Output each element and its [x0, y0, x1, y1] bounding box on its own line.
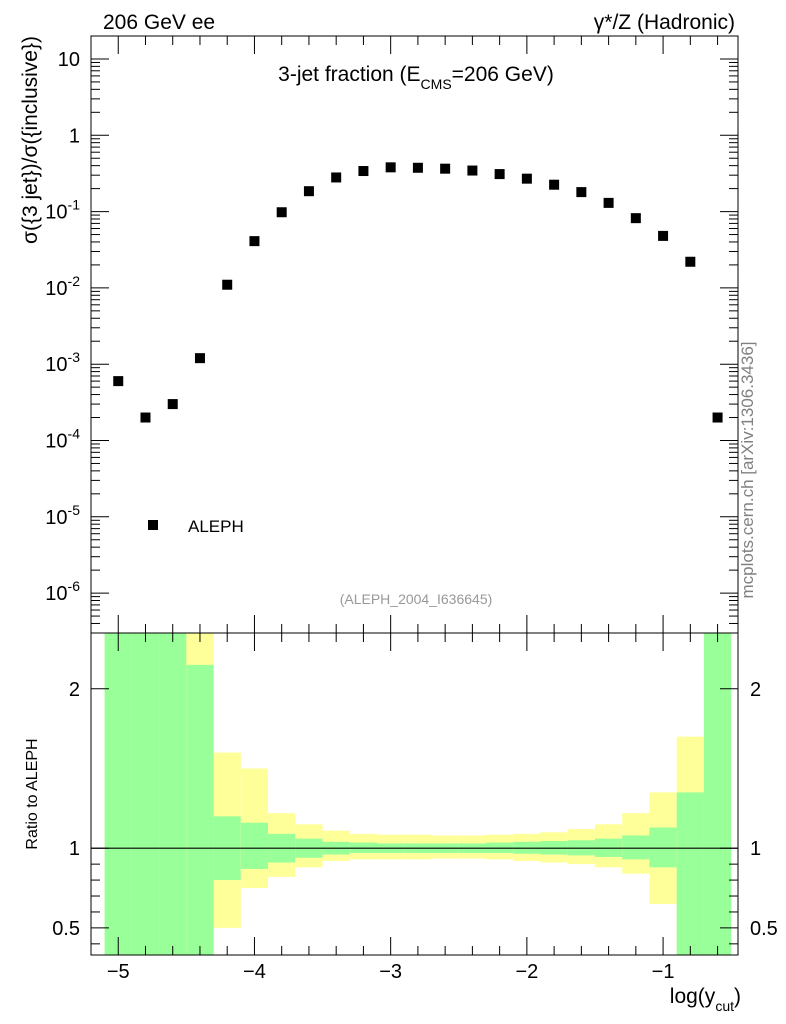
- x-tick-label: −4: [243, 961, 266, 983]
- data-point-aleph: [276, 207, 287, 218]
- x-axis-label: log(ycut): [670, 985, 741, 1014]
- tick-base: 10: [45, 202, 67, 224]
- x-tick-label: −3: [379, 961, 402, 983]
- data-point-aleph: [576, 187, 587, 198]
- ratio-inner-band: [159, 633, 187, 955]
- main-data-markers: [113, 162, 723, 423]
- header-left-label: 206 GeV ee: [103, 11, 215, 34]
- ratio-inner-band: [186, 664, 214, 955]
- data-point-aleph: [194, 353, 205, 364]
- ratio-y-tick-label-right: 0.5: [750, 918, 778, 940]
- main-panel-title: 3-jet fraction (ECMS=206 GeV): [278, 63, 554, 92]
- ratio-y-axis-label: Ratio to ALEPH: [24, 738, 41, 849]
- tick-exponent: -1: [68, 197, 81, 213]
- ratio-panel: 0.5 0.5 1 1 2 2 −5 −4 −3 −2 −1 Ratio to ALEPH log…: [24, 632, 778, 1014]
- legend: ALEPH: [148, 517, 244, 536]
- x-axis-label-main: log(y: [670, 985, 716, 1008]
- main-y-tick-label: 10-3: [45, 349, 80, 376]
- ratio-inner-band: [104, 633, 132, 955]
- side-watermark-label: mcplots.cern.ch [arXiv:1306.3436]: [738, 341, 757, 599]
- data-point-aleph: [467, 165, 478, 176]
- ratio-y-tick-label-left: 2: [69, 679, 80, 701]
- data-point-aleph: [440, 163, 451, 174]
- title-subscript: CMS: [421, 76, 452, 92]
- legend-marker: [148, 520, 158, 530]
- tick-base: 10: [45, 430, 67, 452]
- main-y-tick-label: 10-4: [45, 425, 80, 452]
- ratio-inner-band: [676, 792, 704, 955]
- tick-exponent: -4: [68, 425, 81, 441]
- header-right-label: γ*/Z (Hadronic): [594, 11, 735, 34]
- tick-exponent: -6: [68, 578, 81, 594]
- ratio-axis-ticks: [90, 633, 738, 955]
- main-y-tick-label: 1: [69, 125, 80, 147]
- tick-base: 10: [45, 354, 67, 376]
- x-tick-label: −2: [515, 961, 538, 983]
- tick-base: 10: [45, 583, 67, 605]
- ratio-y-tick-labels: 0.5 0.5 1 1 2 2: [52, 679, 778, 940]
- data-point-aleph: [140, 412, 151, 423]
- data-point-aleph: [685, 256, 696, 267]
- tick-exponent: -3: [68, 349, 81, 365]
- ratio-y-tick-label-left: 0.5: [52, 918, 80, 940]
- data-point-aleph: [113, 376, 124, 387]
- data-point-aleph: [412, 162, 423, 173]
- title-prefix: 3-jet fraction (E: [278, 63, 420, 86]
- main-y-axis-label: σ({3 jet})/σ({inclusive}): [19, 36, 42, 244]
- ratio-y-tick-label-right: 1: [750, 838, 761, 860]
- x-axis-label-end: ): [734, 985, 741, 1008]
- tick-exponent: -5: [68, 502, 81, 518]
- ratio-x-tick-labels: −5 −4 −3 −2 −1: [107, 961, 675, 983]
- data-point-aleph: [712, 412, 723, 423]
- ratio-inner-band: [240, 822, 269, 869]
- ratio-y-tick-label-left: 1: [69, 838, 80, 860]
- data-point-aleph: [249, 236, 260, 247]
- x-tick-label: −5: [107, 961, 130, 983]
- data-point-aleph: [303, 186, 314, 197]
- data-point-aleph: [385, 162, 396, 173]
- data-point-aleph: [358, 166, 369, 177]
- tick-base: 10: [45, 278, 67, 300]
- analysis-annotation: (ALEPH_2004_I636645): [340, 591, 493, 607]
- data-point-aleph: [603, 197, 614, 208]
- main-y-tick-label: 10-5: [45, 502, 80, 529]
- main-y-tick-label: 10-1: [45, 197, 80, 224]
- legend-label: ALEPH: [188, 517, 244, 536]
- ratio-bands: [104, 633, 732, 955]
- tick-base: 10: [45, 507, 67, 529]
- data-point-aleph: [494, 169, 505, 180]
- x-tick-label: −1: [652, 961, 675, 983]
- main-y-tick-label: 10-2: [45, 273, 80, 300]
- ratio-inner-band: [649, 827, 677, 868]
- tick-exponent: -2: [68, 273, 81, 289]
- data-point-aleph: [658, 230, 669, 241]
- tick-base: 10: [58, 49, 80, 71]
- data-point-aleph: [630, 213, 641, 224]
- ratio-inner-band: [703, 633, 732, 955]
- x-axis-label-subscript: cut: [715, 998, 734, 1014]
- ratio-inner-band: [131, 633, 160, 955]
- data-point-aleph: [521, 173, 532, 184]
- main-panel: 3-jet fraction (ECMS=206 GeV) σ({3 jet})…: [19, 35, 739, 634]
- data-point-aleph: [222, 279, 233, 290]
- ratio-y-tick-label-right: 2: [750, 679, 761, 701]
- main-y-tick-label: 10-6: [45, 578, 80, 605]
- data-point-aleph: [549, 179, 560, 190]
- data-point-aleph: [331, 172, 342, 183]
- tick-base: 1: [69, 125, 80, 147]
- ratio-panel-frame: [90, 632, 739, 956]
- main-y-tick-label: 10: [58, 49, 80, 71]
- ratio-inner-band: [622, 835, 650, 860]
- title-suffix: =206 GeV): [452, 63, 554, 86]
- data-point-aleph: [167, 399, 178, 410]
